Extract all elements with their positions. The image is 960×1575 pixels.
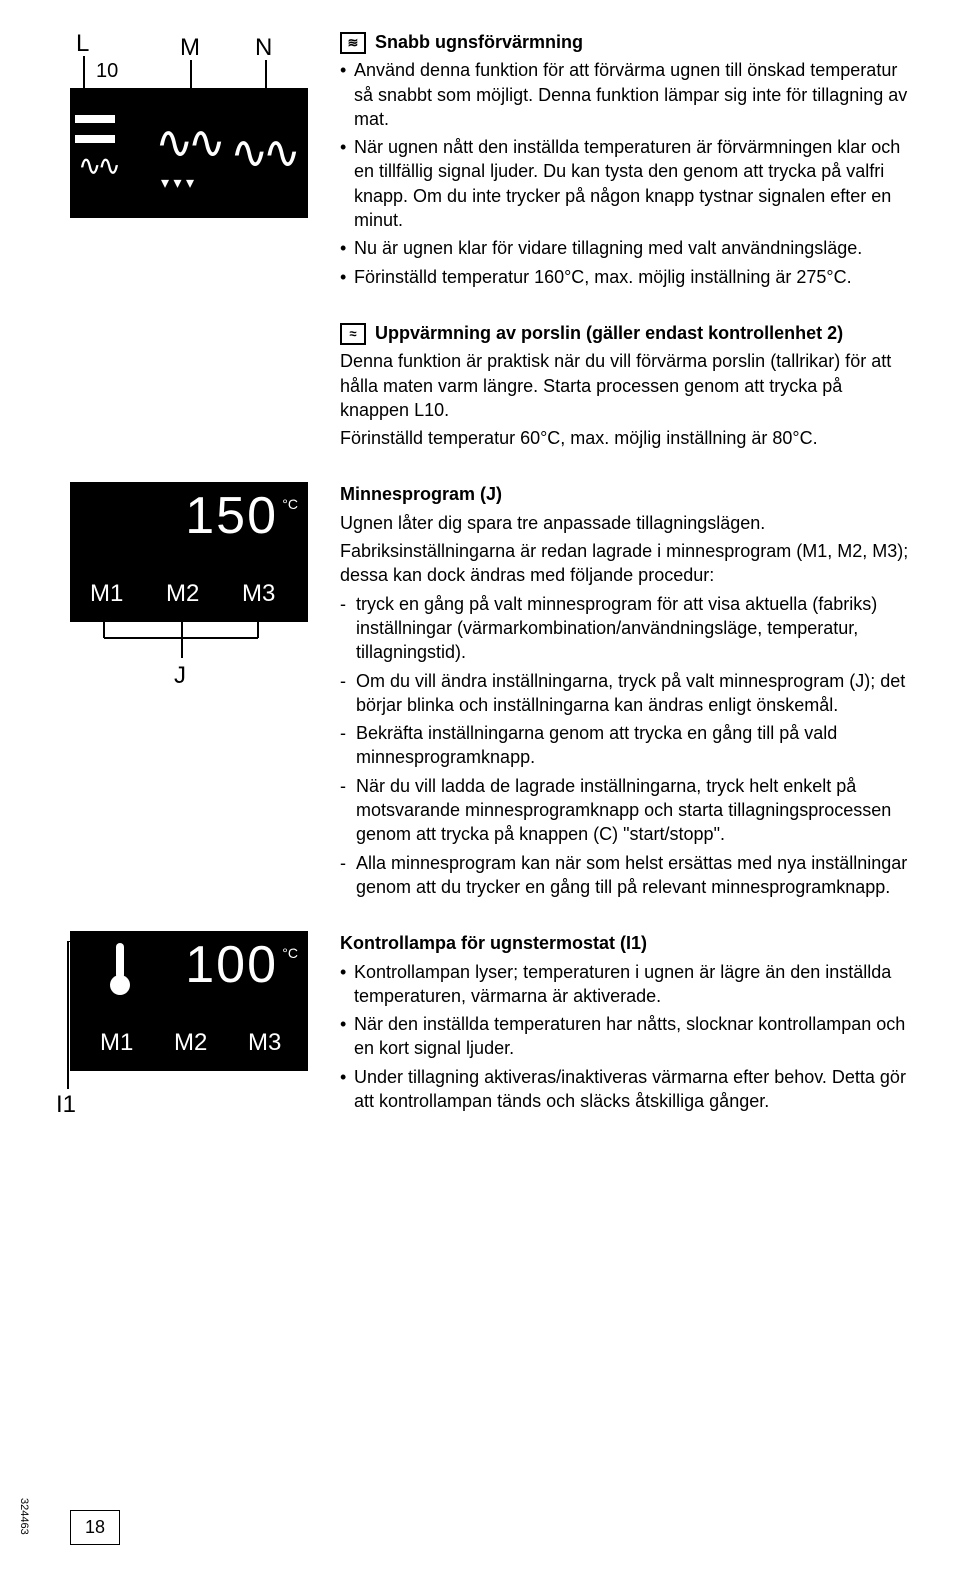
thermometer-icon bbox=[106, 941, 136, 1001]
deg-unit-2: °C bbox=[282, 945, 298, 961]
icon-N-waves: ∿∿∿ bbox=[230, 98, 300, 218]
list-item: Kontrollampan lyser; temperaturen i ugne… bbox=[340, 960, 910, 1009]
section-4-text: Kontrollampa för ugnstermostat (I1) Kont… bbox=[340, 931, 910, 1131]
list-item: Förinställd temperatur 160°C, max. möjli… bbox=[340, 265, 910, 289]
list-item: Nu är ugnen klar för vidare tillagning m… bbox=[340, 236, 910, 260]
bracket-J bbox=[70, 620, 308, 680]
row-2: ≈ Uppvärmning av porslin (gäller endast … bbox=[70, 321, 910, 454]
label-L: L bbox=[76, 30, 89, 58]
doc-id: 324463 bbox=[18, 1498, 30, 1535]
row-3: 150 °C M1 M2 M3 J Minnesprogram (J) Ugne… bbox=[70, 482, 910, 903]
label-10: 10 bbox=[96, 60, 118, 83]
label-N: N bbox=[255, 34, 272, 62]
section3-intro2: Fabriksinställningarna är redan lagrade … bbox=[340, 539, 910, 588]
figure-lmn: L 10 M N ∿∿ ∿∿∿ ▾ ▾ ▾ ∿∿∿ bbox=[70, 30, 315, 220]
figure-empty bbox=[70, 321, 315, 454]
display-temp-100: 100 bbox=[185, 935, 278, 995]
svg-text:∿∿∿: ∿∿∿ bbox=[230, 126, 300, 178]
row-4: 100 °C M1 M2 M3 I1 Kontrollampa för ugns… bbox=[70, 931, 910, 1131]
section4-list: Kontrollampan lyser; temperaturen i ugne… bbox=[340, 960, 910, 1114]
list-item: När den inställda temperaturen har nåtts… bbox=[340, 1012, 910, 1061]
display-temp-150: 150 bbox=[185, 486, 278, 546]
section2-body: Denna funktion är praktisk när du vill f… bbox=[340, 349, 910, 422]
list-item: Alla minnesprogram kan när som helst ers… bbox=[340, 851, 910, 900]
section1-list: Använd denna funktion för att förvärma u… bbox=[340, 58, 910, 289]
list-item: När ugnen nått den inställda temperature… bbox=[340, 135, 910, 232]
section3-intro1: Ugnen låter dig spara tre anpassade till… bbox=[340, 511, 910, 535]
label-M: M bbox=[180, 34, 200, 62]
label-I1: I1 bbox=[56, 1091, 76, 1119]
icon-L-element: ∿∿ bbox=[70, 93, 130, 213]
svg-text:∿∿: ∿∿ bbox=[78, 150, 118, 181]
btn-m1: M1 bbox=[90, 580, 123, 608]
btn-m2b: M2 bbox=[174, 1029, 207, 1057]
heat-icon: ≋ bbox=[340, 32, 366, 54]
tick-N bbox=[265, 60, 267, 90]
tick-M bbox=[190, 60, 192, 90]
page-number: 18 bbox=[70, 1510, 120, 1545]
figure-memory-J: 150 °C M1 M2 M3 J bbox=[70, 482, 315, 702]
btn-m3b: M3 bbox=[248, 1029, 281, 1057]
btn-m2: M2 bbox=[166, 580, 199, 608]
list-item: Om du vill ändra inställningarna, tryck … bbox=[340, 669, 910, 718]
svg-text:▾ ▾ ▾: ▾ ▾ ▾ bbox=[161, 175, 194, 192]
tick-L bbox=[83, 56, 85, 90]
list-item: Bekräfta inställningarna genom att tryck… bbox=[340, 721, 910, 770]
svg-text:∿∿∿: ∿∿∿ bbox=[155, 116, 225, 168]
section-2-text: ≈ Uppvärmning av porslin (gäller endast … bbox=[340, 321, 910, 454]
section4-title: Kontrollampa för ugnstermostat (I1) bbox=[340, 931, 910, 955]
btn-m1b: M1 bbox=[100, 1029, 133, 1057]
section-1-text: ≋ Snabb ugnsförvärmning Använd denna fun… bbox=[340, 30, 910, 293]
pointer-I1 bbox=[46, 941, 96, 1111]
row-1: L 10 M N ∿∿ ∿∿∿ ▾ ▾ ▾ ∿∿∿ ≋ bbox=[70, 30, 910, 293]
list-item: När du vill ladda de lagrade inställning… bbox=[340, 774, 910, 847]
btn-m3: M3 bbox=[242, 580, 275, 608]
list-item: Under tillagning aktiveras/inaktiveras v… bbox=[340, 1065, 910, 1114]
section2-title: Uppvärmning av porslin (gäller endast ko… bbox=[375, 323, 843, 343]
section3-dashlist: tryck en gång på valt minnesprogram för … bbox=[340, 592, 910, 900]
section3-title: Minnesprogram (J) bbox=[340, 482, 910, 506]
porcelain-icon: ≈ bbox=[340, 323, 366, 345]
figure-thermostat-I1: 100 °C M1 M2 M3 I1 bbox=[70, 931, 315, 1131]
section2-body2: Förinställd temperatur 60°C, max. möjlig… bbox=[340, 426, 910, 450]
list-item: tryck en gång på valt minnesprogram för … bbox=[340, 592, 910, 665]
list-item: Använd denna funktion för att förvärma u… bbox=[340, 58, 910, 131]
label-J: J bbox=[174, 662, 186, 690]
section-3-text: Minnesprogram (J) Ugnen låter dig spara … bbox=[340, 482, 910, 903]
icon-M-waves: ∿∿∿ ▾ ▾ ▾ bbox=[155, 98, 225, 218]
deg-unit: °C bbox=[282, 496, 298, 512]
section1-title: Snabb ugnsförvärmning bbox=[375, 32, 583, 52]
